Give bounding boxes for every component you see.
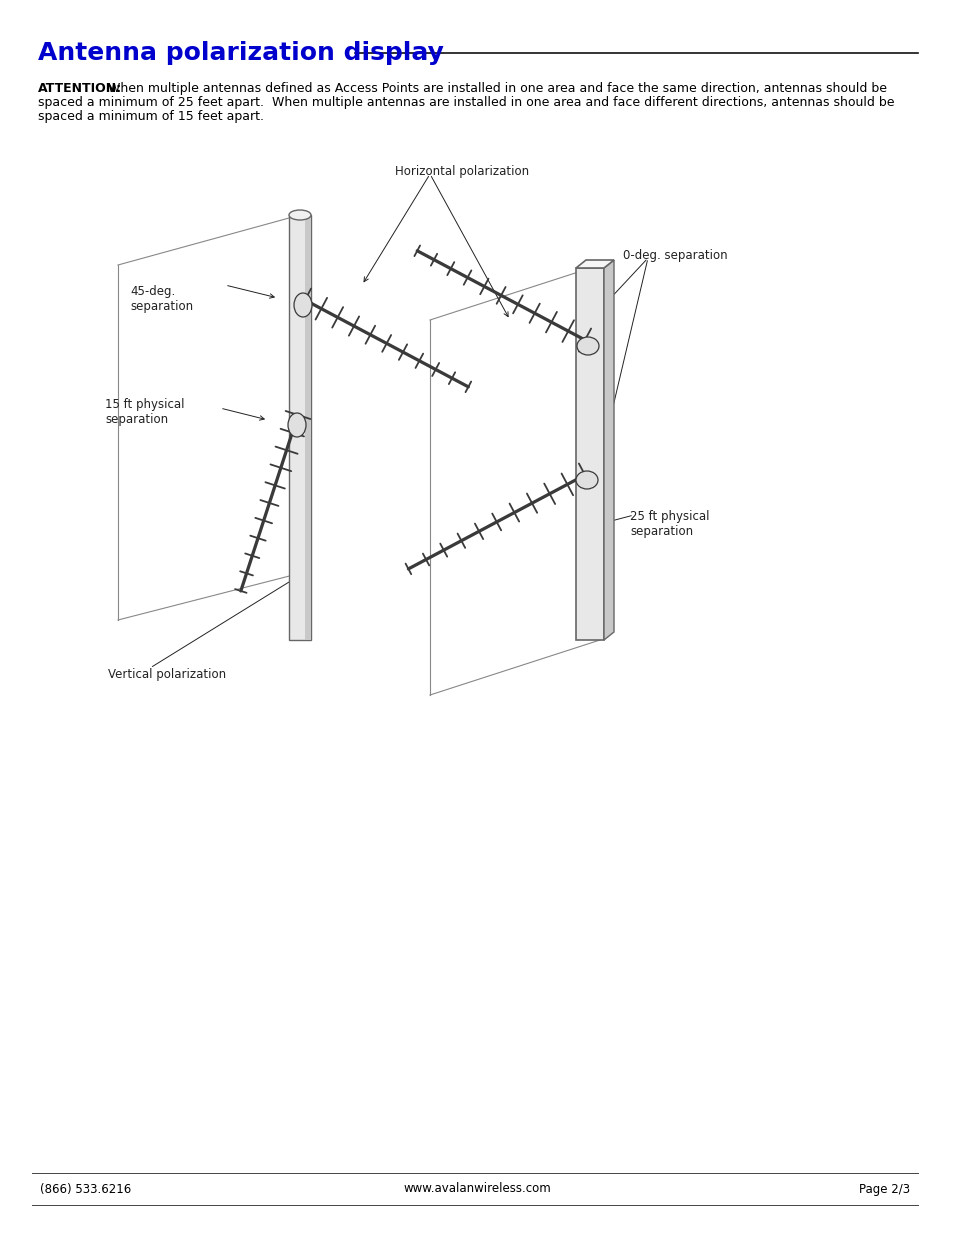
Text: Horizontal polarization: Horizontal polarization [395, 165, 529, 178]
Text: 15 ft physical
separation: 15 ft physical separation [105, 398, 184, 426]
Text: 45-deg.
separation: 45-deg. separation [130, 285, 193, 312]
Ellipse shape [289, 210, 311, 220]
Polygon shape [576, 261, 614, 268]
Polygon shape [305, 215, 311, 640]
Ellipse shape [576, 471, 598, 489]
Text: (866) 533.6216: (866) 533.6216 [40, 1182, 132, 1195]
Text: spaced a minimum of 15 feet apart.: spaced a minimum of 15 feet apart. [38, 110, 264, 124]
Text: Page 2/3: Page 2/3 [858, 1182, 909, 1195]
Text: 0-deg. separation: 0-deg. separation [622, 249, 727, 262]
Ellipse shape [288, 412, 306, 437]
Text: ATTENTION:: ATTENTION: [38, 82, 122, 95]
Ellipse shape [294, 293, 312, 317]
Polygon shape [603, 261, 614, 640]
Text: 25 ft physical
separation: 25 ft physical separation [629, 510, 709, 538]
Text: When multiple antennas defined as Access Points are installed in one area and fa: When multiple antennas defined as Access… [108, 82, 886, 95]
Polygon shape [576, 268, 603, 640]
Polygon shape [289, 215, 311, 640]
Text: www.avalanwireless.com: www.avalanwireless.com [403, 1182, 550, 1195]
Text: Vertical polarization: Vertical polarization [108, 668, 226, 680]
Ellipse shape [577, 337, 598, 354]
Text: Antenna polarization display: Antenna polarization display [38, 41, 443, 65]
Text: spaced a minimum of 25 feet apart.  When multiple antennas are installed in one : spaced a minimum of 25 feet apart. When … [38, 96, 894, 109]
